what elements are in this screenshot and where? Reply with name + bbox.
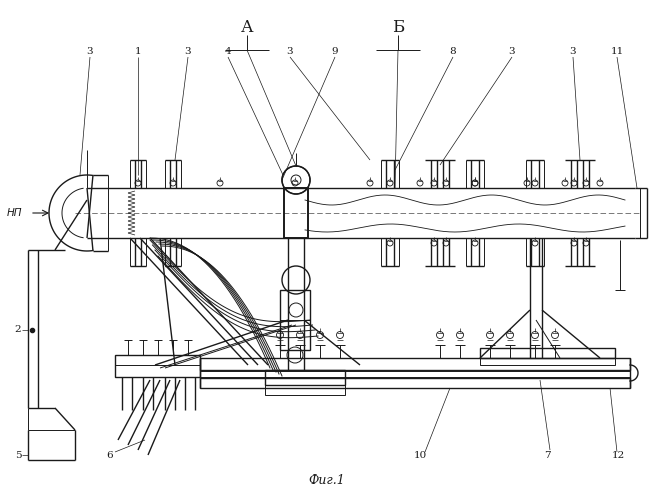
Text: 5: 5 xyxy=(14,450,22,460)
Text: НП: НП xyxy=(7,208,22,218)
Bar xyxy=(480,348,615,358)
Text: 11: 11 xyxy=(610,48,624,56)
Text: 4: 4 xyxy=(225,48,231,56)
Bar xyxy=(265,385,345,395)
Text: 10: 10 xyxy=(413,450,426,460)
Bar xyxy=(200,358,630,370)
Text: Б: Б xyxy=(392,20,404,36)
Text: 7: 7 xyxy=(544,450,550,460)
Bar xyxy=(284,188,308,238)
Bar xyxy=(200,378,630,388)
Text: 12: 12 xyxy=(611,450,625,460)
Text: 1: 1 xyxy=(135,48,141,56)
Bar xyxy=(115,355,200,377)
Text: 3: 3 xyxy=(86,48,93,56)
Text: 3: 3 xyxy=(185,48,191,56)
Text: 6: 6 xyxy=(107,450,113,460)
Bar xyxy=(480,358,615,365)
Text: 3: 3 xyxy=(509,48,515,56)
Text: 8: 8 xyxy=(450,48,457,56)
Text: 3: 3 xyxy=(570,48,576,56)
Bar xyxy=(280,290,310,350)
Text: А: А xyxy=(240,20,253,36)
Text: 2: 2 xyxy=(14,326,22,334)
Text: 3: 3 xyxy=(287,48,293,56)
Bar xyxy=(200,371,630,377)
Text: Фиг.1: Фиг.1 xyxy=(309,474,345,486)
Text: 9: 9 xyxy=(331,48,339,56)
Bar xyxy=(265,370,345,385)
